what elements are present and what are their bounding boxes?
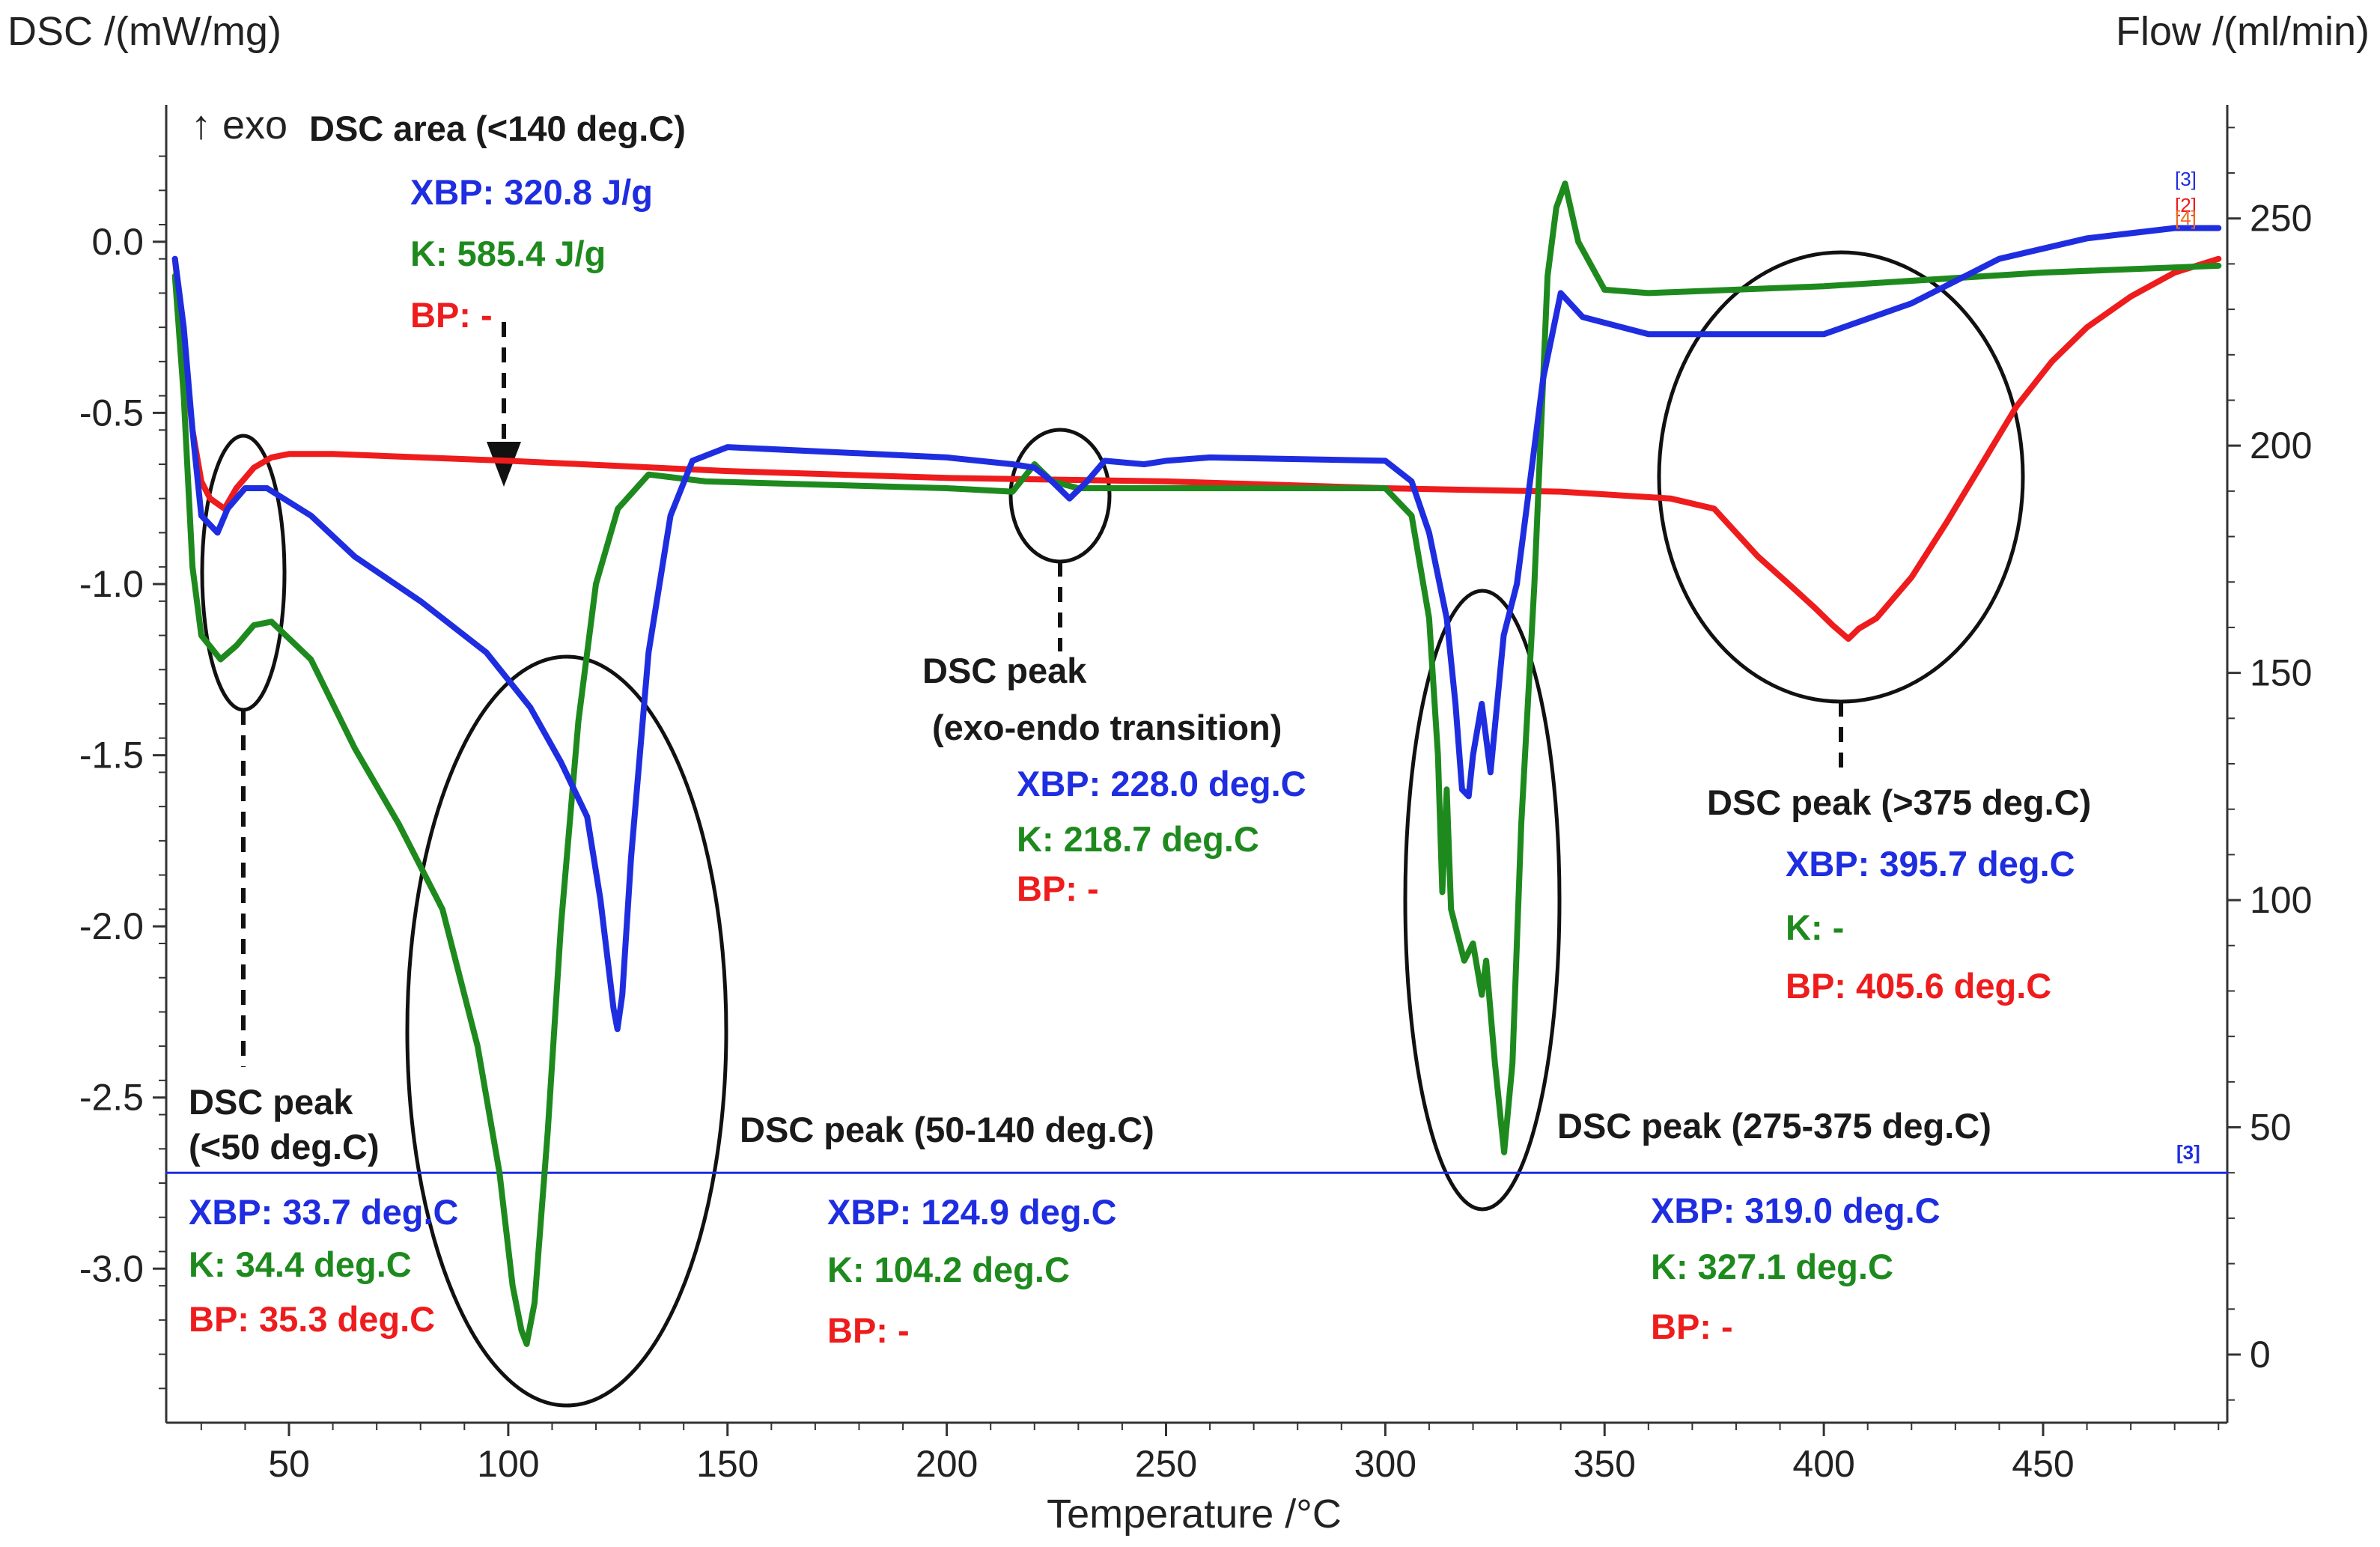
annotation-peak-exo-endo-bp: BP: -	[1017, 869, 1099, 908]
annotation-peak-50-140-bp: BP: -	[827, 1310, 910, 1350]
x-tick-label: 50	[268, 1443, 310, 1485]
annotation-peak-lt50-title2: (<50 deg.C)	[189, 1127, 380, 1167]
series-line-k	[171, 180, 2222, 1347]
y-left-tick-label: 0.0	[91, 221, 144, 263]
annotation-peak-275-375-bp: BP: -	[1651, 1307, 1733, 1346]
y-right-tick-label: 250	[2250, 198, 2312, 240]
y-right-tick-label: 100	[2250, 879, 2312, 921]
ellipse-peak-275-375	[1403, 589, 1562, 1212]
exo-indicator: ↑ exo	[191, 103, 287, 148]
ticks-layer: 50 100 150 200 250 300 350 400 450 0.0 -0.5 -1.0 -1.…	[79, 127, 2312, 1485]
annotation-peak-lt50-bp: BP: 35.3 deg.C	[189, 1299, 435, 1339]
annotation-peak-exo-endo-title1: DSC peak	[922, 651, 1087, 690]
x-tick-label: 450	[2012, 1443, 2074, 1485]
series-layer	[165, 180, 2229, 1347]
annotation-area: DSC area (<140 deg.C) XBP: 320.8 J/g K: …	[309, 109, 686, 335]
series-tag-mid: [2]	[2175, 194, 2197, 216]
annotation-peak-275-375-xbp: XBP: 319.0 deg.C	[1651, 1191, 1941, 1230]
annotation-peak-exo-endo-k: K: 218.7 deg.C	[1017, 819, 1259, 859]
annotation-area-k: K: 585.4 J/g	[410, 234, 606, 273]
y-left-tick-label: -1.0	[79, 563, 144, 605]
y-left-tick-label: -0.5	[79, 392, 144, 434]
annotation-peak-exo-endo-title2: (exo-endo transition)	[932, 708, 1282, 747]
y-right-tick-label: 50	[2250, 1107, 2292, 1149]
x-tick-label: 100	[477, 1443, 539, 1485]
x-tick-label: 200	[916, 1443, 978, 1485]
y-left-tick-label: -2.0	[79, 905, 144, 947]
annotation-peak-275-375-title: DSC peak (275-375 deg.C)	[1557, 1106, 1991, 1146]
annotation-peak-275-375: DSC peak (275-375 deg.C) XBP: 319.0 deg.…	[1557, 1106, 1991, 1346]
y-right-axis-title: Flow /(ml/min)	[2116, 9, 2370, 54]
annotation-peak-lt50: DSC peak (<50 deg.C) XBP: 33.7 deg.C K: …	[189, 1082, 458, 1339]
series-tag-top: [3]	[2175, 168, 2197, 190]
annotation-peak-exo-endo-xbp: XBP: 228.0 deg.C	[1017, 764, 1306, 803]
annotation-peak-50-140-title: DSC peak (50-140 deg.C)	[740, 1110, 1154, 1149]
annotation-area-xbp: XBP: 320.8 J/g	[410, 172, 653, 212]
y-left-axis-title: DSC /(mW/mg)	[7, 9, 281, 54]
series-line-xbp	[171, 225, 2222, 1033]
annotation-peak-lt50-k: K: 34.4 deg.C	[189, 1244, 412, 1284]
annotation-peak-gt375-k: K: -	[1786, 908, 1844, 947]
annotation-area-title: DSC area (<140 deg.C)	[309, 109, 686, 148]
flow-line-tag: [3]	[2176, 1141, 2200, 1164]
annotation-peak-50-140-xbp: XBP: 124.9 deg.C	[827, 1192, 1117, 1232]
annotation-peak-gt375-xbp: XBP: 395.7 deg.C	[1786, 844, 2075, 884]
x-tick-label: 250	[1135, 1443, 1197, 1485]
series-tag-bottom: [4]	[2175, 207, 2197, 229]
x-tick-label: 150	[696, 1443, 758, 1485]
ellipse-peak-50-140	[405, 654, 728, 1408]
y-right-tick-label: 150	[2250, 652, 2312, 694]
pointer-lines	[241, 322, 1843, 1067]
annotation-peak-gt375-title: DSC peak (>375 deg.C)	[1707, 782, 2091, 822]
y-left-tick-label: -3.0	[79, 1247, 144, 1289]
y-left-tick-label: -1.5	[79, 735, 144, 776]
x-tick-label: 350	[1574, 1443, 1636, 1485]
x-axis-title: Temperature /°C	[1047, 1492, 1342, 1537]
y-left-tick-label: -2.5	[79, 1077, 144, 1119]
x-tick-label: 400	[1792, 1443, 1854, 1485]
annotation-area-bp: BP: -	[410, 295, 493, 335]
annotation-peak-exo-endo: DSC peak (exo-endo transition) XBP: 228.…	[922, 651, 1306, 908]
pointer-area-arrowhead	[487, 442, 521, 487]
annotation-peak-gt375-bp: BP: 405.6 deg.C	[1786, 966, 2051, 1006]
annotation-peak-50-140: DSC peak (50-140 deg.C) XBP: 124.9 deg.C…	[740, 1110, 1154, 1350]
annotation-peak-gt375: DSC peak (>375 deg.C) XBP: 395.7 deg.C K…	[1707, 782, 2091, 1006]
y-right-tick-label: 0	[2250, 1334, 2271, 1376]
y-right-tick-label: 200	[2250, 425, 2312, 466]
annotation-peak-275-375-k: K: 327.1 deg.C	[1651, 1247, 1893, 1286]
annotation-peak-lt50-xbp: XBP: 33.7 deg.C	[189, 1192, 458, 1232]
series-line-bp	[171, 255, 2222, 642]
annotation-peak-50-140-k: K: 104.2 deg.C	[827, 1250, 1070, 1289]
x-tick-label: 300	[1354, 1443, 1416, 1485]
annotation-peak-lt50-title1: DSC peak	[189, 1082, 353, 1122]
